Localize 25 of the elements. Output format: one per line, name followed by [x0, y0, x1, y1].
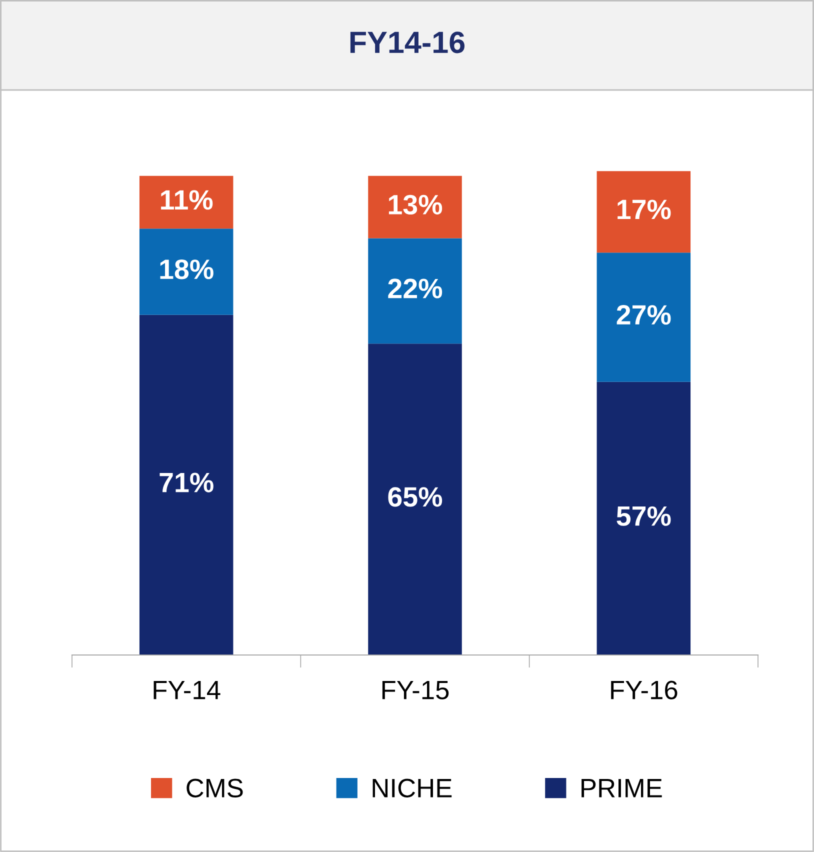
chart-title: FY14-16 [350, 32, 464, 54]
data-label: 65% [388, 487, 442, 507]
legend-label: CMS [186, 778, 243, 798]
bar [368, 176, 462, 238]
data-label: 22% [388, 278, 442, 298]
data-label: 71% [160, 472, 214, 492]
bar [139, 314, 234, 655]
legend-label: PRIME [582, 779, 662, 798]
bar [368, 344, 462, 655]
data-label: 18% [160, 260, 214, 280]
legend-label: NICHE [372, 778, 452, 798]
data-label: 13% [388, 194, 442, 215]
x-tick-label: FY-15 [382, 680, 449, 700]
x-tick-label: FY-14 [154, 680, 220, 700]
bar [596, 382, 691, 655]
bar [596, 252, 691, 382]
bar [368, 238, 462, 344]
data-label: 27% [616, 305, 671, 325]
data-label: 11% [161, 190, 213, 210]
x-tick-label: FY-16 [611, 680, 678, 700]
bar [139, 176, 234, 229]
data-label: 17% [618, 200, 671, 220]
bar [596, 171, 691, 253]
data-label: 57% [616, 506, 671, 526]
bar [139, 228, 234, 315]
